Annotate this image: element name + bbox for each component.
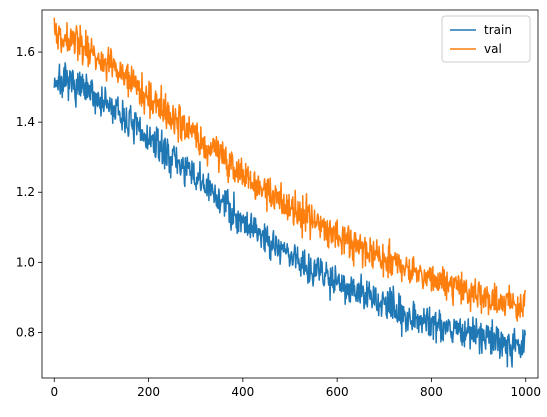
x-tick-label: 800 bbox=[420, 385, 443, 399]
x-tick-label: 1000 bbox=[510, 385, 541, 399]
series-group bbox=[53, 17, 527, 368]
axes-frame bbox=[41, 9, 539, 379]
axes: 0 200 400 600 800 1000 0.8 1.0 1.2 1.4 1.6 bbox=[16, 9, 541, 399]
legend-label-train: train bbox=[484, 23, 512, 37]
plot-area bbox=[53, 17, 527, 368]
series-line-train bbox=[53, 62, 527, 368]
y-tick-label: 1.2 bbox=[16, 185, 35, 199]
y-tick-label: 1.4 bbox=[16, 115, 35, 129]
x-tick-label: 600 bbox=[326, 385, 349, 399]
y-tick-label: 1.0 bbox=[16, 255, 35, 269]
x-tick-label: 200 bbox=[137, 385, 160, 399]
legend-box bbox=[441, 15, 531, 63]
x-tick-label: 400 bbox=[231, 385, 254, 399]
y-tick-label: 1.6 bbox=[16, 45, 35, 59]
x-tick-label: 0 bbox=[50, 385, 58, 399]
legend-label-val: val bbox=[484, 42, 502, 56]
legend: train val bbox=[441, 15, 531, 63]
series-line-val bbox=[53, 17, 527, 322]
y-tick-label: 0.8 bbox=[16, 325, 35, 339]
